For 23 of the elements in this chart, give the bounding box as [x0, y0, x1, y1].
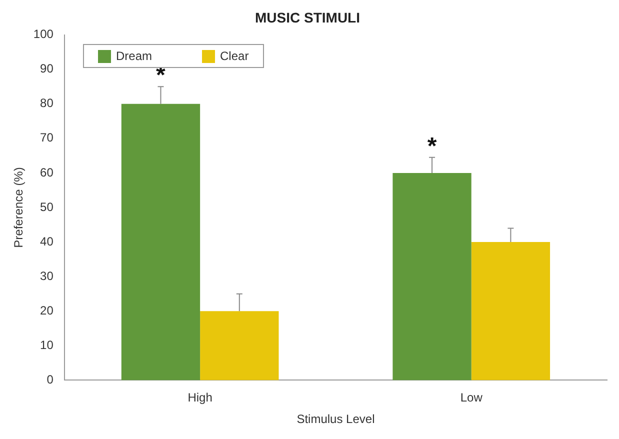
y-axis-title: Preference (%): [12, 167, 26, 248]
y-tick-label: 70: [40, 130, 54, 145]
y-tick-label: 90: [40, 62, 54, 76]
x-tick-label: High: [188, 390, 212, 405]
x-axis-title: Stimulus Level: [296, 412, 375, 426]
legend-label: Clear: [220, 49, 249, 63]
y-tick-label: 20: [40, 303, 54, 318]
y-tick-label: 10: [40, 338, 54, 352]
y-tick-label: 60: [40, 165, 54, 180]
y-tick-label: 30: [40, 268, 54, 283]
bar: [392, 172, 472, 380]
y-tick-label: 0: [46, 372, 54, 387]
bar: [121, 104, 200, 380]
y-tick-label: 80: [40, 96, 54, 110]
y-tick-label: 50: [40, 200, 54, 214]
y-tick-label: 40: [40, 234, 54, 248]
chart-title: MUSIC STIMULI: [255, 9, 360, 26]
bar: [200, 311, 279, 380]
y-tick-label: 100: [33, 27, 54, 42]
annotation: *: [427, 133, 438, 160]
legend-label: Dream: [116, 49, 152, 63]
x-tick-label: Low: [460, 390, 483, 405]
bar: [471, 242, 550, 380]
